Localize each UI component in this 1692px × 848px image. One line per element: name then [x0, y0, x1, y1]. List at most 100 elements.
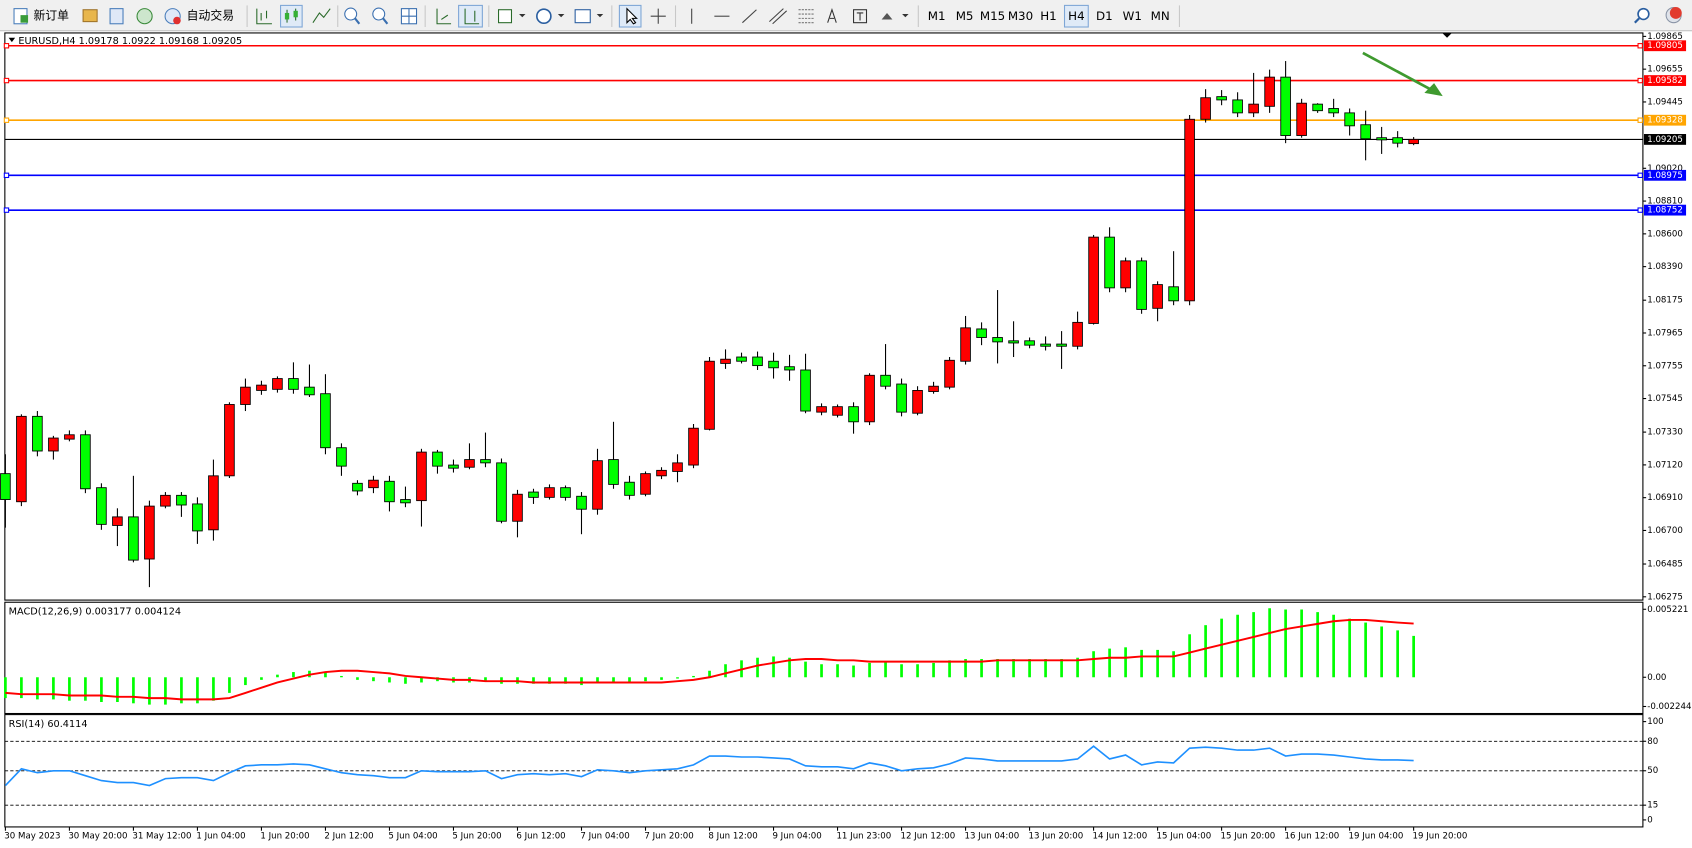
x-tick-label: 8 Jun 12:00 [708, 832, 757, 842]
candle-body [704, 360, 715, 430]
y-tick-label: 0.00 [1647, 673, 1666, 683]
arrows-icon[interactable] [881, 12, 893, 20]
candle-body [1248, 103, 1259, 114]
toolbar-bg [0, 0, 1692, 32]
level-handle [1637, 43, 1643, 49]
trendline-icon[interactable] [742, 9, 757, 24]
new-order-button[interactable]: 新订单 [33, 9, 69, 23]
candle-body [1216, 96, 1227, 101]
candle-body [1008, 340, 1019, 344]
timeframe-button[interactable]: M15 [980, 9, 1005, 23]
candle-body [1136, 260, 1147, 310]
channel-icon[interactable] [769, 8, 788, 25]
candle-body [1024, 340, 1035, 346]
candle-body [992, 337, 1003, 343]
candle-body [32, 415, 43, 452]
candle-body [1264, 76, 1275, 107]
collapse-arrow[interactable] [8, 37, 16, 43]
y-tick-label: 1.06275 [1647, 592, 1683, 602]
history-icon[interactable] [82, 9, 98, 23]
indicators-icon[interactable] [497, 9, 513, 24]
candle-body [1312, 103, 1323, 112]
zoom-in-handle [354, 17, 361, 25]
y-tick-label: 1.06485 [1647, 560, 1683, 570]
candle-body [448, 464, 459, 469]
y-tick-label: 1.07330 [1647, 428, 1683, 438]
fibo-icon[interactable] [798, 9, 814, 24]
bar-chart-icon[interactable] [256, 8, 272, 25]
label-icon[interactable] [853, 9, 868, 24]
search-handle [1634, 17, 1640, 24]
auto-trade-stop [173, 16, 181, 25]
candle-body [512, 493, 523, 522]
y-tick-label: -0.002244 [1647, 702, 1691, 712]
periods-icon[interactable] [536, 8, 552, 25]
candle-body [16, 415, 27, 503]
templates-icon[interactable] [574, 9, 591, 24]
level-label-bg [1643, 169, 1687, 181]
candle-body [656, 469, 667, 477]
timeframe-button[interactable]: D1 [1096, 9, 1113, 23]
market-icon[interactable] [109, 8, 124, 25]
timeframe-button[interactable]: W1 [1123, 9, 1142, 23]
dropdown-arrow [902, 14, 909, 18]
timeframe-button[interactable]: H1 [1040, 9, 1056, 23]
text-icon[interactable] [827, 8, 837, 23]
candle-body [320, 393, 331, 449]
candle-body [928, 385, 939, 392]
rsi-chart: 100 80 50 15 0 [4, 717, 1664, 825]
candle-body [528, 491, 539, 498]
zoom-in-icon[interactable] [344, 7, 358, 21]
level-label-bg [1643, 114, 1687, 126]
current-price-bg [1643, 134, 1687, 145]
candle-body [304, 386, 315, 396]
candle-chart-button[interactable] [280, 4, 303, 28]
notification-badge [1669, 7, 1682, 19]
crosshair-icon[interactable] [650, 8, 666, 24]
timeframe-button[interactable]: M5 [956, 9, 974, 23]
candle-body [608, 459, 619, 485]
low-value: 1.09168 [159, 36, 199, 47]
candle-body [672, 462, 683, 472]
candle-body [880, 374, 891, 387]
x-tick-label: 19 Jun 04:00 [1349, 832, 1404, 842]
price-chart: 1.09865 1.09655 1.09445 1.09020 1.08810 1.086… [0, 32, 1687, 602]
candle-body [256, 384, 267, 391]
candle-body [496, 462, 507, 522]
zoom-out-icon[interactable] [372, 7, 386, 21]
x-tick-label: 13 Jun 04:00 [964, 832, 1019, 842]
candle-body [1232, 99, 1243, 114]
signals-icon[interactable] [136, 8, 153, 25]
line-chart-icon[interactable] [312, 8, 331, 23]
candle-body [736, 356, 747, 362]
timeframe-button[interactable]: M1 [928, 9, 946, 23]
y-tick-label: 1.09020 [1647, 164, 1683, 174]
y-tick-label: 1.06910 [1647, 493, 1683, 503]
candle-body [1344, 112, 1355, 127]
timeframe-button[interactable]: H4 [1068, 9, 1084, 23]
x-tick-label: 5 Jun 04:00 [388, 832, 437, 842]
y-tick-label: 1.06700 [1647, 526, 1683, 536]
candle-body [1184, 118, 1195, 302]
candle-body [176, 494, 187, 506]
auto-trading-button[interactable]: 自动交易 [187, 9, 234, 23]
timeframe-button[interactable]: MN [1151, 9, 1170, 23]
scroll-icon[interactable] [436, 8, 452, 25]
toolbar: 新订单 自动交易 [0, 0, 1692, 32]
level-label-bg [1643, 40, 1687, 52]
candle-body [1088, 236, 1099, 324]
y-tick-label: 1.07755 [1647, 361, 1683, 371]
y-tick-label: 1.07120 [1647, 460, 1683, 470]
timeframe-button[interactable]: M30 [1008, 9, 1033, 23]
search-icon[interactable] [1637, 7, 1650, 21]
annotation-arrow [1362, 51, 1434, 92]
x-tick-label: 11 Jun 23:00 [836, 832, 891, 842]
candle-body [1280, 76, 1291, 136]
candle-icon-body [293, 10, 298, 18]
y-tick-label: 0 [1647, 815, 1652, 825]
y-tick-label: 1.07545 [1647, 394, 1683, 404]
label-icon-t [856, 12, 864, 21]
candle-body [848, 406, 859, 423]
candle-body [192, 503, 203, 532]
candle-body [144, 505, 155, 560]
